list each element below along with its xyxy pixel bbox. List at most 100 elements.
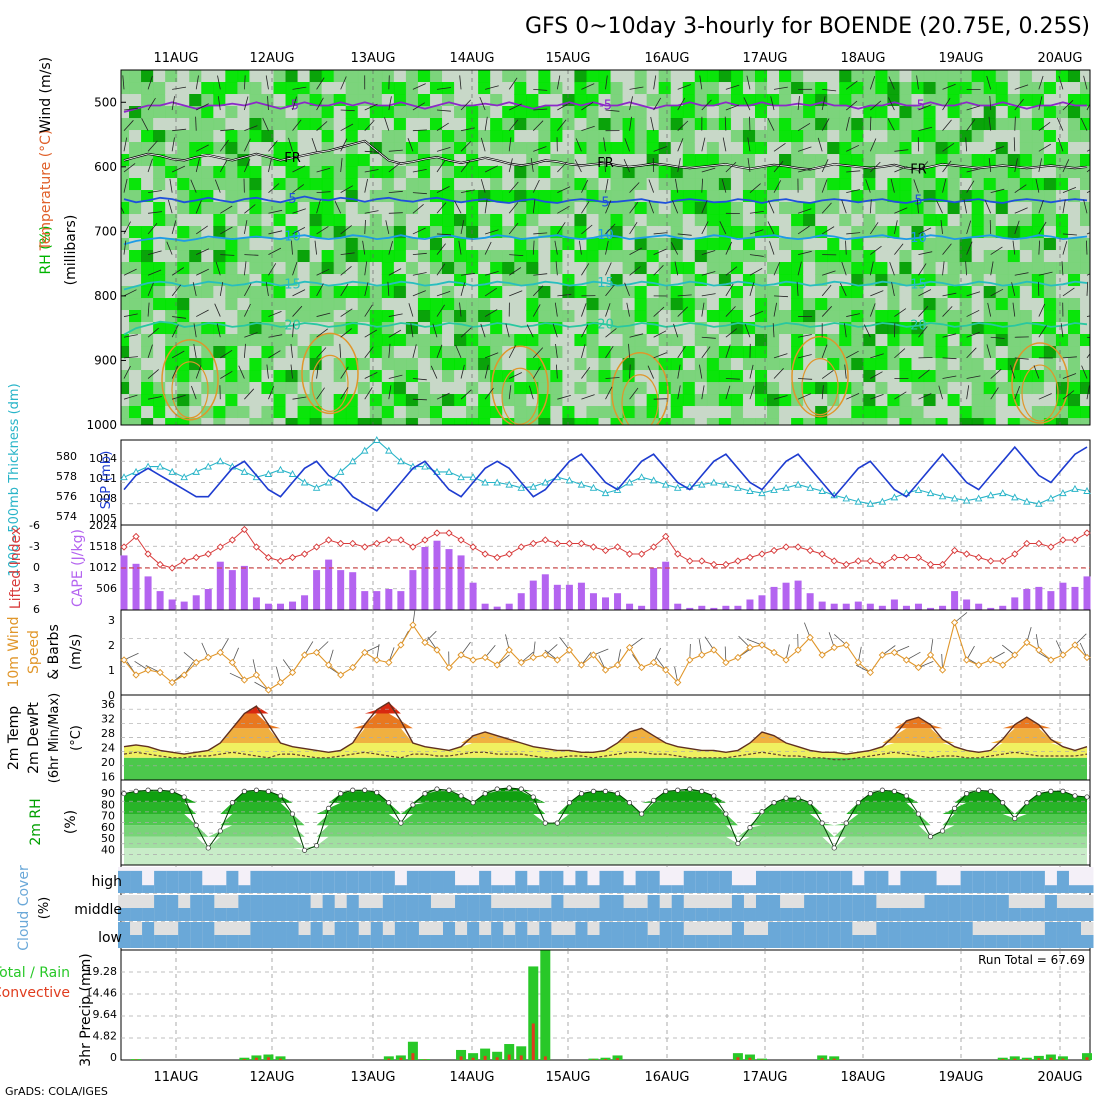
wind-barb <box>147 369 159 379</box>
wind-barb <box>172 316 187 319</box>
rh-cell <box>129 82 143 95</box>
rh-cell <box>1080 250 1090 263</box>
wind-barb <box>989 219 992 234</box>
rh-cell <box>357 130 371 143</box>
rh-cell <box>767 406 781 419</box>
rh-cell <box>1043 394 1057 407</box>
pressure-tick-label: 800 <box>94 289 117 303</box>
bottom-date-label: 20AUG <box>1037 1070 1082 1085</box>
cloud-cover <box>900 922 913 948</box>
rh-band <box>124 848 1087 865</box>
top-date-label: 12AUG <box>249 51 294 66</box>
data-point <box>698 480 706 488</box>
bottom-date-label: 13AUG <box>350 1070 395 1085</box>
rh-cell <box>369 202 383 215</box>
rh-cell <box>393 262 407 275</box>
wind-barb <box>292 208 306 214</box>
rh-cell <box>490 418 504 425</box>
wind-barb <box>340 225 352 235</box>
cloud-cover <box>226 870 239 893</box>
rh-cell <box>875 262 889 275</box>
rh-cell <box>129 142 143 155</box>
wind-barb <box>1038 158 1042 173</box>
wind-barb <box>220 254 235 256</box>
data-point <box>1000 800 1006 806</box>
rh-cell <box>754 106 768 119</box>
cloud-cover <box>1008 908 1022 921</box>
rh-cell <box>538 370 552 383</box>
rh-cell <box>141 370 155 383</box>
rh-cell <box>610 298 624 311</box>
rh-cell <box>959 334 973 347</box>
rh-cell <box>887 214 901 227</box>
cloud-cover <box>936 885 950 893</box>
wind-barb <box>214 303 221 317</box>
rh-cell <box>478 214 492 227</box>
rh-cell <box>911 226 925 239</box>
rh-cell <box>827 370 841 383</box>
rh-cell <box>490 238 504 251</box>
rh-cell <box>309 166 323 179</box>
cloud-cover <box>912 908 925 921</box>
data-point <box>457 473 465 481</box>
rh-cell <box>670 118 684 131</box>
rh-cell <box>1067 346 1081 359</box>
rh-cell <box>357 346 371 359</box>
rh-cell <box>682 214 696 227</box>
cloud-cover <box>382 870 396 893</box>
rh-cell <box>357 118 371 131</box>
rh-cell <box>454 310 468 323</box>
data-point <box>144 550 152 558</box>
rh-cell <box>586 298 600 311</box>
rh-cell <box>177 370 191 383</box>
wind-barb <box>894 220 898 235</box>
rh-cell <box>550 178 564 191</box>
data-point <box>578 791 584 797</box>
rh-cell <box>851 70 865 83</box>
rh-cell <box>261 418 275 425</box>
cloud-cover <box>659 908 673 921</box>
cape-bar <box>1047 591 1055 610</box>
rh-cell <box>694 130 708 143</box>
wind-barb <box>844 323 847 338</box>
wind-barb <box>1086 168 1090 173</box>
wind-barb <box>648 179 655 193</box>
cape-bar <box>192 595 200 610</box>
rh-cell <box>983 238 997 251</box>
wind-barb <box>183 651 197 663</box>
rh-cell <box>201 166 215 179</box>
rh-cell <box>490 178 504 191</box>
rh-cell <box>694 346 708 359</box>
rh-cell <box>694 178 708 191</box>
data-point <box>637 550 646 558</box>
rh-cell <box>490 190 504 203</box>
rh-cell <box>923 358 937 371</box>
rh-cell <box>923 178 937 191</box>
wind-barb <box>798 378 813 380</box>
rh-cell <box>273 82 287 95</box>
rh-cell <box>887 226 901 239</box>
cloud-cover <box>406 922 420 948</box>
rh-cell <box>971 94 985 107</box>
cloud-cover <box>780 908 793 921</box>
data-point <box>289 811 296 817</box>
rh-cell <box>887 202 901 215</box>
rh-cell <box>646 94 660 107</box>
rh-cell <box>213 346 227 359</box>
rh-cell <box>670 166 684 179</box>
rh-cell <box>779 250 793 263</box>
wind-barb <box>220 226 233 235</box>
rh-cell <box>875 370 889 383</box>
isotherm-label: 10 <box>597 228 614 243</box>
rh-cell <box>1007 106 1021 119</box>
wind-barb <box>966 331 980 338</box>
rh-cell <box>273 214 287 227</box>
cape-bar <box>337 570 345 610</box>
rh-cell <box>478 118 492 131</box>
rh-cell <box>321 82 335 95</box>
rh-cell <box>646 70 660 83</box>
rh-cell <box>249 130 263 143</box>
wind-barb <box>244 303 251 317</box>
rh-cell <box>706 418 720 425</box>
wind-barb <box>1086 149 1090 152</box>
